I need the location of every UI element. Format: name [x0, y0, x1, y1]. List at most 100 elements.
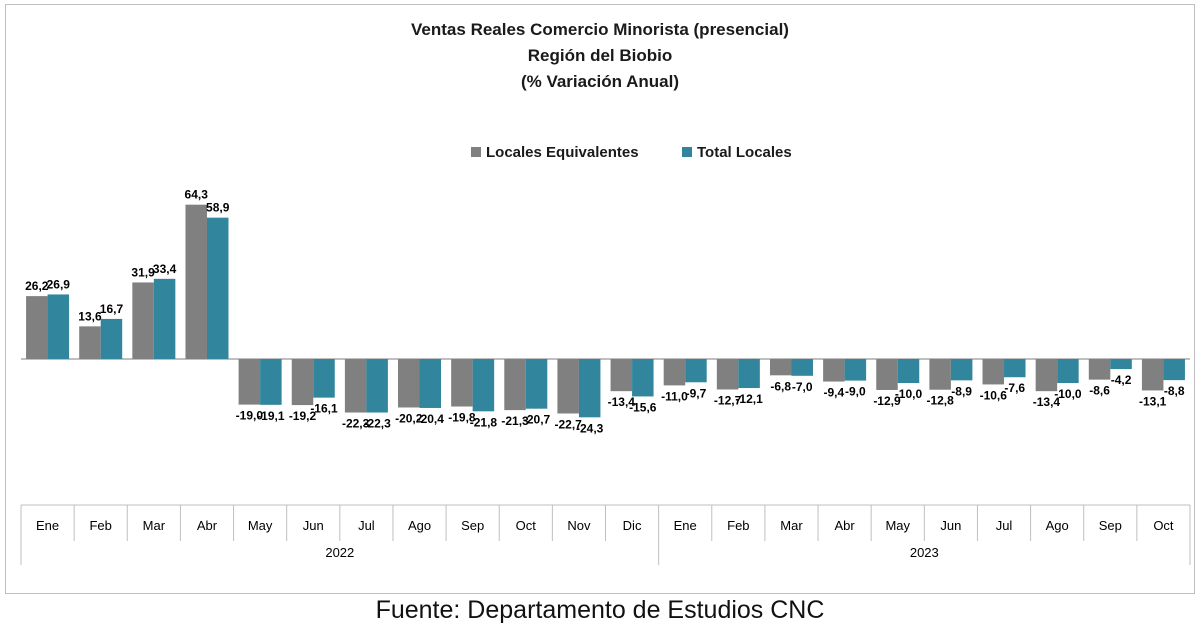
bar-total-locales: [685, 359, 707, 383]
category-label: Feb: [727, 518, 749, 533]
data-label-locales-equivalentes: -12,7: [714, 393, 742, 407]
bar-locales-equivalentes: [504, 359, 526, 411]
data-label-locales-equivalentes: -20,2: [395, 411, 423, 425]
data-label-locales-equivalentes: -12,9: [873, 394, 901, 408]
category-label: Dic: [623, 518, 642, 533]
bar-locales-equivalentes: [1141, 359, 1164, 391]
bar-locales-equivalentes: [557, 359, 579, 414]
year-group-label: 2022: [325, 545, 354, 560]
bar-locales-equivalentes: [132, 282, 154, 359]
data-label-total-locales: -21,8: [470, 415, 498, 429]
category-label: Abr: [834, 518, 855, 533]
data-label-total-locales: -8,8: [1164, 384, 1185, 398]
bar-locales-equivalentes: [823, 359, 845, 382]
bar-locales-equivalentes: [291, 359, 314, 406]
data-label-locales-equivalentes: 26,2: [25, 279, 49, 293]
bar-locales-equivalentes: [451, 359, 473, 407]
bar-total-locales: [260, 359, 282, 405]
category-label: Mar: [780, 518, 803, 533]
category-label: Jun: [303, 518, 324, 533]
data-label-total-locales: -10,0: [895, 387, 923, 401]
bar-total-locales: [578, 359, 601, 418]
bar-locales-equivalentes: [26, 296, 48, 359]
data-label-locales-equivalentes: -19,8: [448, 411, 476, 425]
category-label: Ene: [674, 518, 697, 533]
data-label-locales-equivalentes: -12,8: [926, 394, 954, 408]
category-label: Feb: [89, 518, 111, 533]
data-label-total-locales: -9,7: [686, 386, 707, 400]
chart-title-line-2: Región del Biobio: [527, 46, 673, 65]
data-label-total-locales: 58,9: [206, 201, 230, 215]
data-label-locales-equivalentes: -9,4: [824, 386, 845, 400]
data-label-locales-equivalentes: -10,6: [980, 388, 1008, 402]
data-label-total-locales: -7,0: [792, 380, 813, 394]
category-label: Abr: [197, 518, 218, 533]
category-label: Sep: [461, 518, 484, 533]
data-label-locales-equivalentes: -11,0: [661, 389, 688, 403]
data-label-total-locales: -4,2: [1111, 373, 1132, 387]
data-label-total-locales: -9,0: [845, 385, 866, 399]
bar-locales-equivalentes: [716, 359, 739, 390]
category-label: Ago: [1046, 518, 1069, 533]
bar-total-locales: [1110, 359, 1132, 370]
bar-locales-equivalentes: [398, 359, 420, 408]
category-label: Jul: [358, 518, 375, 533]
data-label-locales-equivalentes: -19,2: [289, 409, 317, 423]
data-label-total-locales: 16,7: [100, 302, 124, 316]
bar-total-locales: [1004, 359, 1026, 378]
source-note: Fuente: Departamento de Estudios CNC: [375, 596, 825, 624]
category-label: Mar: [143, 518, 166, 533]
category-label: Jul: [996, 518, 1013, 533]
data-label-locales-equivalentes: -6,8: [770, 379, 791, 393]
bar-locales-equivalentes: [1088, 359, 1111, 380]
data-label-locales-equivalentes: -8,6: [1089, 384, 1110, 398]
bar-total-locales: [950, 359, 973, 381]
bar-total-locales: [100, 318, 123, 359]
data-label-total-locales: -7,6: [1004, 381, 1025, 395]
category-label: Sep: [1099, 518, 1122, 533]
data-label-total-locales: 33,4: [153, 262, 177, 276]
data-label-locales-equivalentes: 13,6: [78, 309, 102, 323]
bar-total-locales: [738, 359, 760, 389]
bar-total-locales: [632, 359, 654, 397]
legend-label-series2: Total Locales: [697, 144, 792, 161]
bar-total-locales: [844, 359, 867, 381]
bar-locales-equivalentes: [610, 359, 633, 392]
legend-swatch-series1: [471, 147, 481, 157]
category-label: Ago: [408, 518, 431, 533]
bar-locales-equivalentes: [344, 359, 367, 413]
data-label-total-locales: -19,1: [257, 409, 285, 423]
bar-total-locales: [47, 294, 70, 359]
bar-locales-equivalentes: [876, 359, 898, 390]
data-label-total-locales: -8,9: [951, 384, 972, 398]
bar-total-locales: [419, 359, 442, 408]
data-label-locales-equivalentes: -13,4: [1033, 395, 1061, 409]
bar-total-locales: [1057, 359, 1079, 383]
bar-locales-equivalentes: [1035, 359, 1058, 392]
bar-total-locales: [313, 359, 335, 398]
data-label-locales-equivalentes: 64,3: [185, 188, 209, 202]
bar-total-locales: [206, 217, 229, 359]
data-label-locales-equivalentes: -22,7: [555, 417, 583, 431]
bar-locales-equivalentes: [79, 326, 101, 359]
data-label-total-locales: -15,6: [629, 400, 657, 414]
data-label-locales-equivalentes: -13,4: [608, 395, 636, 409]
bar-total-locales: [153, 278, 176, 359]
chart-title-line-3: (% Variación Anual): [520, 72, 680, 91]
category-label: May: [248, 518, 273, 533]
bar-total-locales: [791, 359, 813, 376]
category-label: Jun: [940, 518, 961, 533]
data-label-total-locales: -10,0: [1054, 387, 1082, 401]
bar-locales-equivalentes: [185, 204, 207, 359]
data-label-locales-equivalentes: -13,1: [1139, 394, 1167, 408]
data-label-total-locales: 26,9: [47, 277, 71, 291]
data-label-total-locales: -20,7: [523, 413, 551, 427]
bar-total-locales: [366, 359, 388, 413]
bar-locales-equivalentes: [769, 359, 792, 376]
data-label-locales-equivalentes: -22,3: [342, 417, 370, 431]
category-label: Oct: [1153, 518, 1174, 533]
category-label: Nov: [567, 518, 591, 533]
data-label-locales-equivalentes: -21,3: [501, 414, 529, 428]
data-label-total-locales: -12,1: [735, 392, 763, 406]
data-label-locales-equivalentes: -19,0: [236, 409, 264, 423]
